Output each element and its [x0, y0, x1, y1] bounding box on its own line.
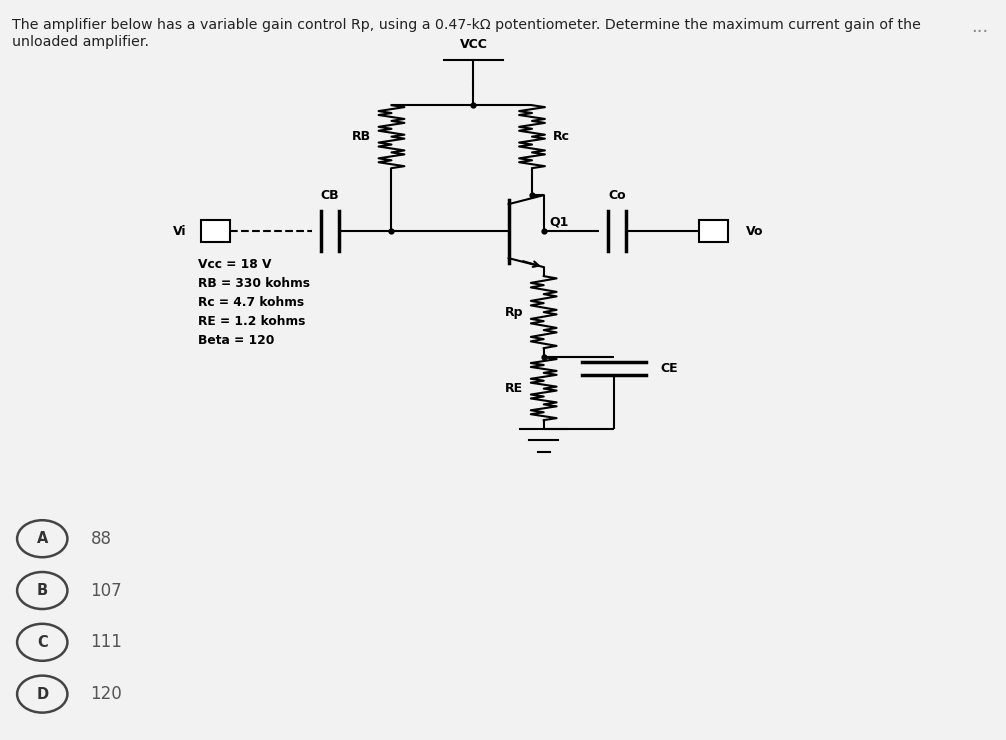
- Text: Rc: Rc: [552, 130, 569, 143]
- Text: CB: CB: [321, 189, 339, 202]
- Text: VCC: VCC: [460, 38, 487, 51]
- Text: 88: 88: [91, 530, 112, 548]
- Text: Rp: Rp: [505, 306, 523, 319]
- Text: Q1: Q1: [549, 215, 569, 229]
- Text: Vi: Vi: [173, 225, 186, 238]
- Text: RE: RE: [505, 382, 523, 395]
- Text: Vcc = 18 V
RB = 330 kohms
Rc = 4.7 kohms
RE = 1.2 kohms
Beta = 120: Vcc = 18 V RB = 330 kohms Rc = 4.7 kohms…: [198, 258, 310, 347]
- Text: ...: ...: [971, 18, 988, 36]
- Text: CE: CE: [661, 362, 678, 375]
- Text: C: C: [37, 635, 47, 650]
- Text: B: B: [36, 583, 48, 598]
- Text: 111: 111: [91, 633, 123, 651]
- Text: Vo: Vo: [745, 225, 764, 238]
- Text: 107: 107: [91, 582, 122, 599]
- Text: D: D: [36, 687, 48, 702]
- Text: A: A: [36, 531, 48, 546]
- Text: The amplifier below has a variable gain control Rp, using a 0.47-kΩ potentiomete: The amplifier below has a variable gain …: [12, 18, 920, 49]
- Text: Co: Co: [608, 189, 626, 202]
- Text: RB: RB: [352, 130, 371, 143]
- Bar: [201, 220, 230, 243]
- Text: 120: 120: [91, 685, 123, 703]
- Bar: [699, 220, 728, 243]
